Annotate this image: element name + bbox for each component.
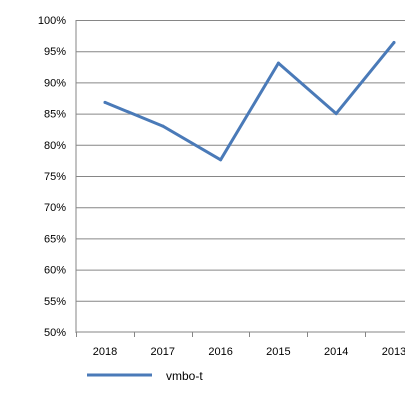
y-tick-label-4: 85%	[44, 109, 66, 121]
y-tick-label-1: 100%	[38, 15, 66, 27]
y-axis-tick-labels: 100% 95% 90% 85% 80% 75% 70% 65% 60% 55% 50%	[38, 15, 66, 339]
legend: vmbo-t	[87, 369, 203, 383]
y-tick-label-10: 55%	[44, 296, 66, 308]
x-tick-label-2014: 2014	[324, 346, 348, 358]
data-point-2016	[219, 158, 223, 162]
x-axis-tick-labels: 2018 2017 2016 2015 2014 2013	[93, 346, 405, 358]
y-tick-label-11: 50%	[44, 327, 66, 339]
y-tick-label-8: 65%	[44, 233, 66, 245]
data-point-2015	[276, 61, 280, 65]
y-tick-label-2: 95%	[44, 46, 66, 58]
y-tick-label-9: 60%	[44, 265, 66, 277]
y-tick-label-7: 70%	[44, 202, 66, 214]
x-tick-label-2016: 2016	[208, 346, 232, 358]
grid-lines	[76, 20, 405, 302]
series-line-vmbo-t	[103, 41, 396, 162]
data-points	[103, 41, 396, 162]
x-tick-label-2018: 2018	[93, 346, 117, 358]
data-point-2018	[103, 100, 107, 104]
data-point-2013	[392, 41, 396, 44]
x-tick-label-2013: 2013	[382, 346, 405, 358]
legend-label-vmbo-t: vmbo-t	[166, 369, 203, 383]
x-axis-ticks	[76, 332, 366, 337]
x-tick-label-2015: 2015	[266, 346, 290, 358]
data-point-2014	[334, 112, 338, 116]
x-tick-label-2017: 2017	[151, 346, 175, 358]
data-point-2017	[161, 124, 165, 128]
y-tick-label-6: 75%	[44, 171, 66, 183]
y-tick-label-3: 90%	[44, 77, 66, 89]
y-tick-label-5: 80%	[44, 140, 66, 152]
